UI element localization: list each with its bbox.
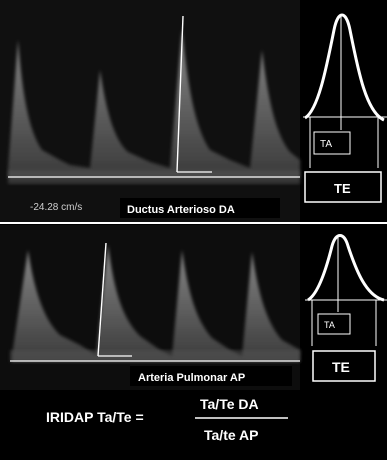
bottom-inset-te-label: TE xyxy=(332,359,350,375)
top-panel-caption: Ductus Arterioso DA xyxy=(127,204,235,216)
top-inset-ta-box xyxy=(313,131,351,155)
bottom-inset-schematic: TA TE xyxy=(305,234,387,382)
top-inset-te-label: TE xyxy=(334,181,351,196)
top-spectral-waveform xyxy=(8,30,300,178)
formula-numerator: Ta/Te DA xyxy=(200,396,259,412)
top-inset-curve xyxy=(304,13,385,122)
formula-lhs: IRIDAP Ta/Te = xyxy=(46,409,144,425)
top-inset-schematic: TA TE xyxy=(303,13,387,203)
bottom-panel-caption: Arteria Pulmonar AP xyxy=(138,372,245,384)
top-acceleration-marker xyxy=(176,15,184,173)
top-inset-te-box xyxy=(304,171,382,203)
bottom-inset-te-box xyxy=(312,350,376,382)
bottom-inset-ta-label: TA xyxy=(324,320,335,330)
bottom-inset-curve xyxy=(307,234,385,302)
formula-denominator: Ta/te AP xyxy=(204,427,258,443)
bottom-acceleration-marker xyxy=(97,242,107,357)
top-inset-ta-label: TA xyxy=(320,139,332,150)
iridap-formula: IRIDAP Ta/Te = Ta/Te DA Ta/te AP xyxy=(46,396,288,443)
bottom-doppler-panel: Arteria Pulmonar AP xyxy=(0,225,300,390)
top-scale-readout: -24.28 cm/s xyxy=(30,202,82,213)
bottom-inset-ta-box xyxy=(317,313,351,335)
top-doppler-panel: -24.28 cm/s Ductus Arterioso DA xyxy=(0,0,300,222)
